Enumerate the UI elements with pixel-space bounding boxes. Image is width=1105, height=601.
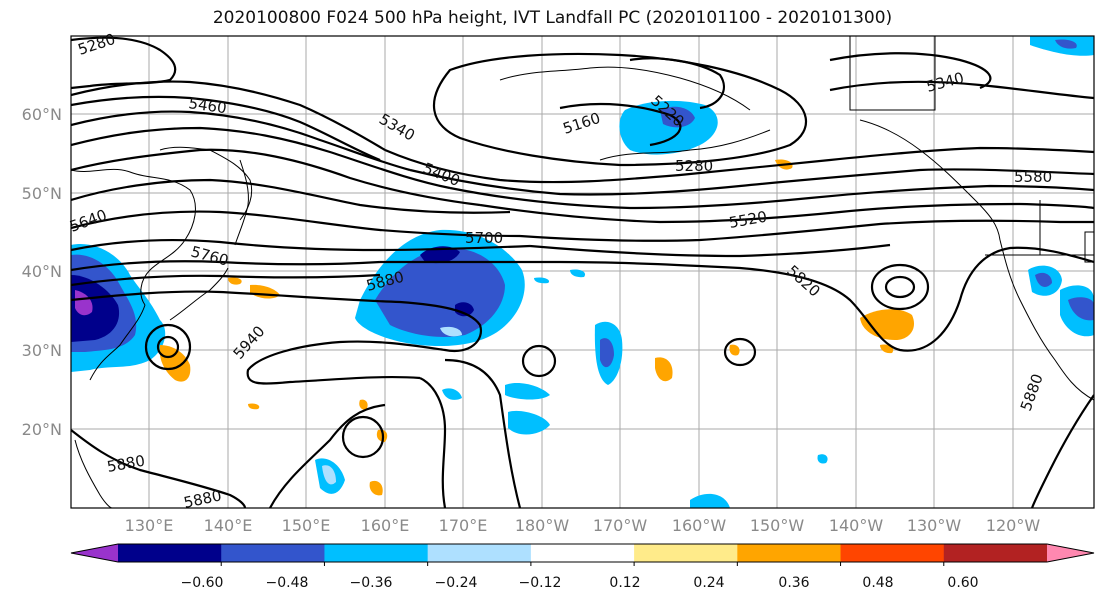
lon-label: 140°E	[204, 516, 253, 535]
colorbar-swatch	[943, 544, 1048, 562]
lon-label: 150°E	[282, 516, 331, 535]
lat-label: 30°N	[22, 341, 62, 360]
colorbar-swatch	[324, 544, 429, 562]
contour-label: 5580	[1014, 168, 1052, 186]
colorbar-swatch	[737, 544, 842, 562]
lon-label: 130°E	[125, 516, 174, 535]
colorbar-extend-high	[1047, 544, 1094, 562]
lon-label: 160°E	[361, 516, 410, 535]
contour-label: 5280	[675, 157, 713, 175]
lon-label: 150°W	[750, 516, 805, 535]
colorbar-outline	[70, 543, 1095, 563]
colorbar-tick-labels: −0.60 −0.48 −0.36 −0.24 −0.12 0.12 0.24 …	[181, 575, 979, 591]
lon-label: 180°W	[515, 516, 570, 535]
contour-label: 5460	[187, 94, 227, 117]
colorbar-swatch	[634, 544, 738, 562]
lat-label: 50°N	[22, 184, 62, 203]
colorbar-swatch	[221, 544, 325, 562]
graticule	[71, 36, 1094, 508]
colorbar-tick-label: 0.60	[947, 575, 978, 591]
colorbar-tick-label: −0.48	[266, 575, 309, 591]
colorbar-swatch	[118, 544, 222, 562]
lon-label: 170°E	[439, 516, 488, 535]
lat-label: 60°N	[22, 105, 62, 124]
lat-label: 40°N	[22, 262, 62, 281]
colorbar-swatch	[427, 544, 532, 562]
colorbar-tick-label: −0.36	[350, 575, 393, 591]
ivt-shading	[71, 36, 1094, 508]
lat-label: 20°N	[22, 420, 62, 439]
lon-label: 130°W	[907, 516, 962, 535]
map-title: 2020100800 F024 500 hPa height, IVT Land…	[212, 8, 893, 28]
colorbar-tick-label: 0.48	[862, 575, 893, 591]
height-contours	[71, 36, 1094, 508]
contour-label: 5700	[465, 229, 503, 247]
colorbar-tick-label: 0.36	[778, 575, 809, 591]
colorbar-tick-label: 0.24	[693, 575, 724, 591]
lon-label: 160°W	[672, 516, 727, 535]
lon-label: 140°W	[829, 516, 884, 535]
lon-label: 170°W	[593, 516, 648, 535]
colorbar-tick-label: 0.12	[609, 575, 640, 591]
longitude-labels: 130°E 140°E 150°E 160°E 170°E 180°W 170°…	[125, 516, 1041, 535]
colorbar-tick-label: −0.60	[181, 575, 224, 591]
colorbar	[70, 543, 1095, 566]
colorbar-tick-label: −0.12	[519, 575, 562, 591]
colorbar-swatch	[530, 544, 635, 562]
colorbar-swatch	[840, 544, 945, 562]
lon-label: 120°W	[986, 516, 1041, 535]
colorbar-extend-low	[71, 544, 118, 562]
latitude-labels: 60°N 50°N 40°N 30°N 20°N	[22, 105, 62, 439]
colorbar-tick-label: −0.24	[435, 575, 478, 591]
map-border	[70, 35, 1095, 509]
